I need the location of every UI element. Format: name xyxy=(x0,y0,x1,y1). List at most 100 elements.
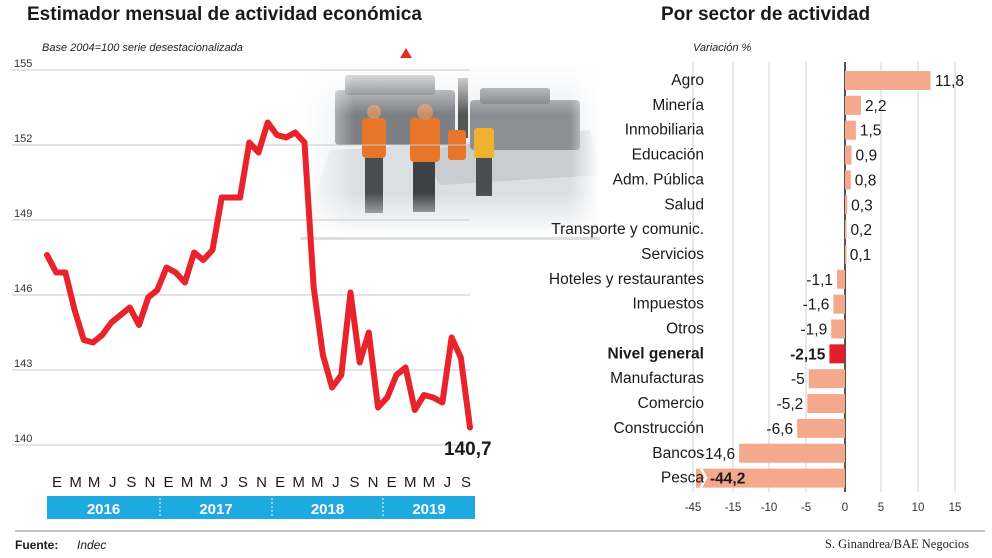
sector-label: Otros xyxy=(666,321,704,338)
sector-bar xyxy=(845,95,861,115)
source-value: Indec xyxy=(77,538,106,552)
month-tick-label: M xyxy=(88,474,101,491)
month-tick-label: J xyxy=(109,474,117,491)
month-tick-label: N xyxy=(256,474,267,491)
month-tick-label: M xyxy=(404,474,417,491)
y-tick-label: 143 xyxy=(14,358,32,370)
sector-bar xyxy=(797,418,845,438)
sector-bar xyxy=(845,71,931,90)
right-chart-subtitle: Variación % xyxy=(693,42,752,54)
month-tick-label: S xyxy=(126,474,136,491)
sector-bar xyxy=(845,120,856,140)
sector-value-label: -1,6 xyxy=(803,297,830,314)
sector-bar xyxy=(833,294,845,314)
month-tick-label: M xyxy=(69,474,82,491)
month-tick-label: M xyxy=(181,474,194,491)
x-tick-label: -15 xyxy=(725,502,742,514)
sector-bar xyxy=(807,394,845,414)
x-tick-label: 10 xyxy=(912,502,925,514)
sector-value-label: 0,8 xyxy=(855,172,877,189)
month-tick-label: M xyxy=(292,474,305,491)
left-chart-title: Estimador mensual de actividad económica xyxy=(27,4,422,25)
x-tick-label: -5 xyxy=(801,502,811,514)
year-label: 2017 xyxy=(199,501,232,518)
sector-bar xyxy=(831,319,845,339)
y-tick-label: 140 xyxy=(14,433,32,445)
right-chart-bars: Agro 11,8 Minería 2,2 Inmobiliaria 1,5 Educaci… xyxy=(549,71,964,489)
sector-label: Pesca xyxy=(661,470,704,487)
sector-bar xyxy=(696,468,845,488)
sector-value-label: 11,8 xyxy=(935,73,964,90)
axis-break-mark xyxy=(699,467,708,489)
sector-value-label: 0,9 xyxy=(856,148,878,165)
sector-bar xyxy=(808,369,845,389)
month-tick-label: E xyxy=(52,474,62,491)
sector-label: Agro xyxy=(671,72,704,89)
sector-label: Nivel general xyxy=(608,345,705,362)
month-tick-label: S xyxy=(238,474,248,491)
month-tick-label: J xyxy=(444,474,452,491)
month-tick-label: J xyxy=(221,474,229,491)
right-chart-title: Por sector de actividad xyxy=(661,4,870,25)
sector-bar xyxy=(845,220,847,240)
month-tick-label: M xyxy=(199,474,212,491)
x-tick-label: -10 xyxy=(761,502,778,514)
last-value-label: 140,7 xyxy=(444,439,492,460)
sector-bar xyxy=(845,195,848,215)
sector-value-label: -44,2 xyxy=(710,471,745,488)
sector-value-label: -1,1 xyxy=(806,272,833,289)
sector-bar xyxy=(739,443,845,463)
sector-label: Inmobiliaria xyxy=(625,122,705,139)
month-tick-label: J xyxy=(332,474,340,491)
road-workers-photo xyxy=(300,48,600,240)
month-tick-label: E xyxy=(387,474,397,491)
year-label: 2019 xyxy=(412,501,445,518)
sector-label: Transporte y comunic. xyxy=(551,221,704,238)
sector-label: Construcción xyxy=(614,420,704,437)
sector-label: Bancos xyxy=(652,445,704,462)
sector-bar xyxy=(845,170,851,190)
sector-label: Adm. Pública xyxy=(613,171,705,188)
sector-value-label: -6,6 xyxy=(766,421,793,438)
right-chart-x-axis: -45 -15 -10 -5 0 5 10 15 xyxy=(685,502,962,514)
credit: S. Ginandrea/BAE Negocios xyxy=(825,537,969,551)
month-tick-label: N xyxy=(368,474,379,491)
sector-label: Minería xyxy=(652,97,704,114)
activity-index-line xyxy=(44,119,473,431)
left-chart-series xyxy=(44,119,473,431)
sector-label: Hoteles y restaurantes xyxy=(549,271,704,288)
sector-label: Impuestos xyxy=(632,296,704,313)
sector-value-label: -1,9 xyxy=(801,322,828,339)
x-tick-label: 15 xyxy=(949,502,962,514)
year-label: 2018 xyxy=(311,501,344,518)
x-tick-label: -45 xyxy=(685,502,702,514)
month-tick-label: E xyxy=(275,474,285,491)
sector-label: Comercio xyxy=(638,395,704,412)
left-chart-y-axis: 155 152 149 146 143 140 xyxy=(14,58,32,445)
sector-label: Salud xyxy=(664,196,704,213)
sector-value-label: -2,15 xyxy=(790,346,826,363)
year-band-background xyxy=(47,496,475,519)
month-tick-label: S xyxy=(349,474,359,491)
sector-value-label: 0,1 xyxy=(850,247,872,264)
left-chart-grid xyxy=(12,69,470,446)
sector-bar xyxy=(845,244,847,264)
month-tick-label: N xyxy=(145,474,156,491)
sector-value-label: 1,5 xyxy=(860,123,882,140)
y-tick-label: 155 xyxy=(14,58,32,70)
month-tick-label: S xyxy=(461,474,471,491)
sector-value-label: 0,2 xyxy=(850,222,872,239)
year-label: 2016 xyxy=(87,501,120,518)
sector-label: Educación xyxy=(632,147,704,164)
y-tick-label: 152 xyxy=(14,133,32,145)
y-tick-label: 149 xyxy=(14,208,32,220)
sector-value-label: -5,2 xyxy=(777,396,804,413)
sector-bar xyxy=(829,344,845,364)
sector-value-label: -5 xyxy=(791,371,805,388)
month-tick-label: E xyxy=(164,474,174,491)
sector-bar xyxy=(845,145,852,165)
sector-value-label: 0,3 xyxy=(851,197,873,214)
sector-value-label: 2,2 xyxy=(865,98,887,115)
